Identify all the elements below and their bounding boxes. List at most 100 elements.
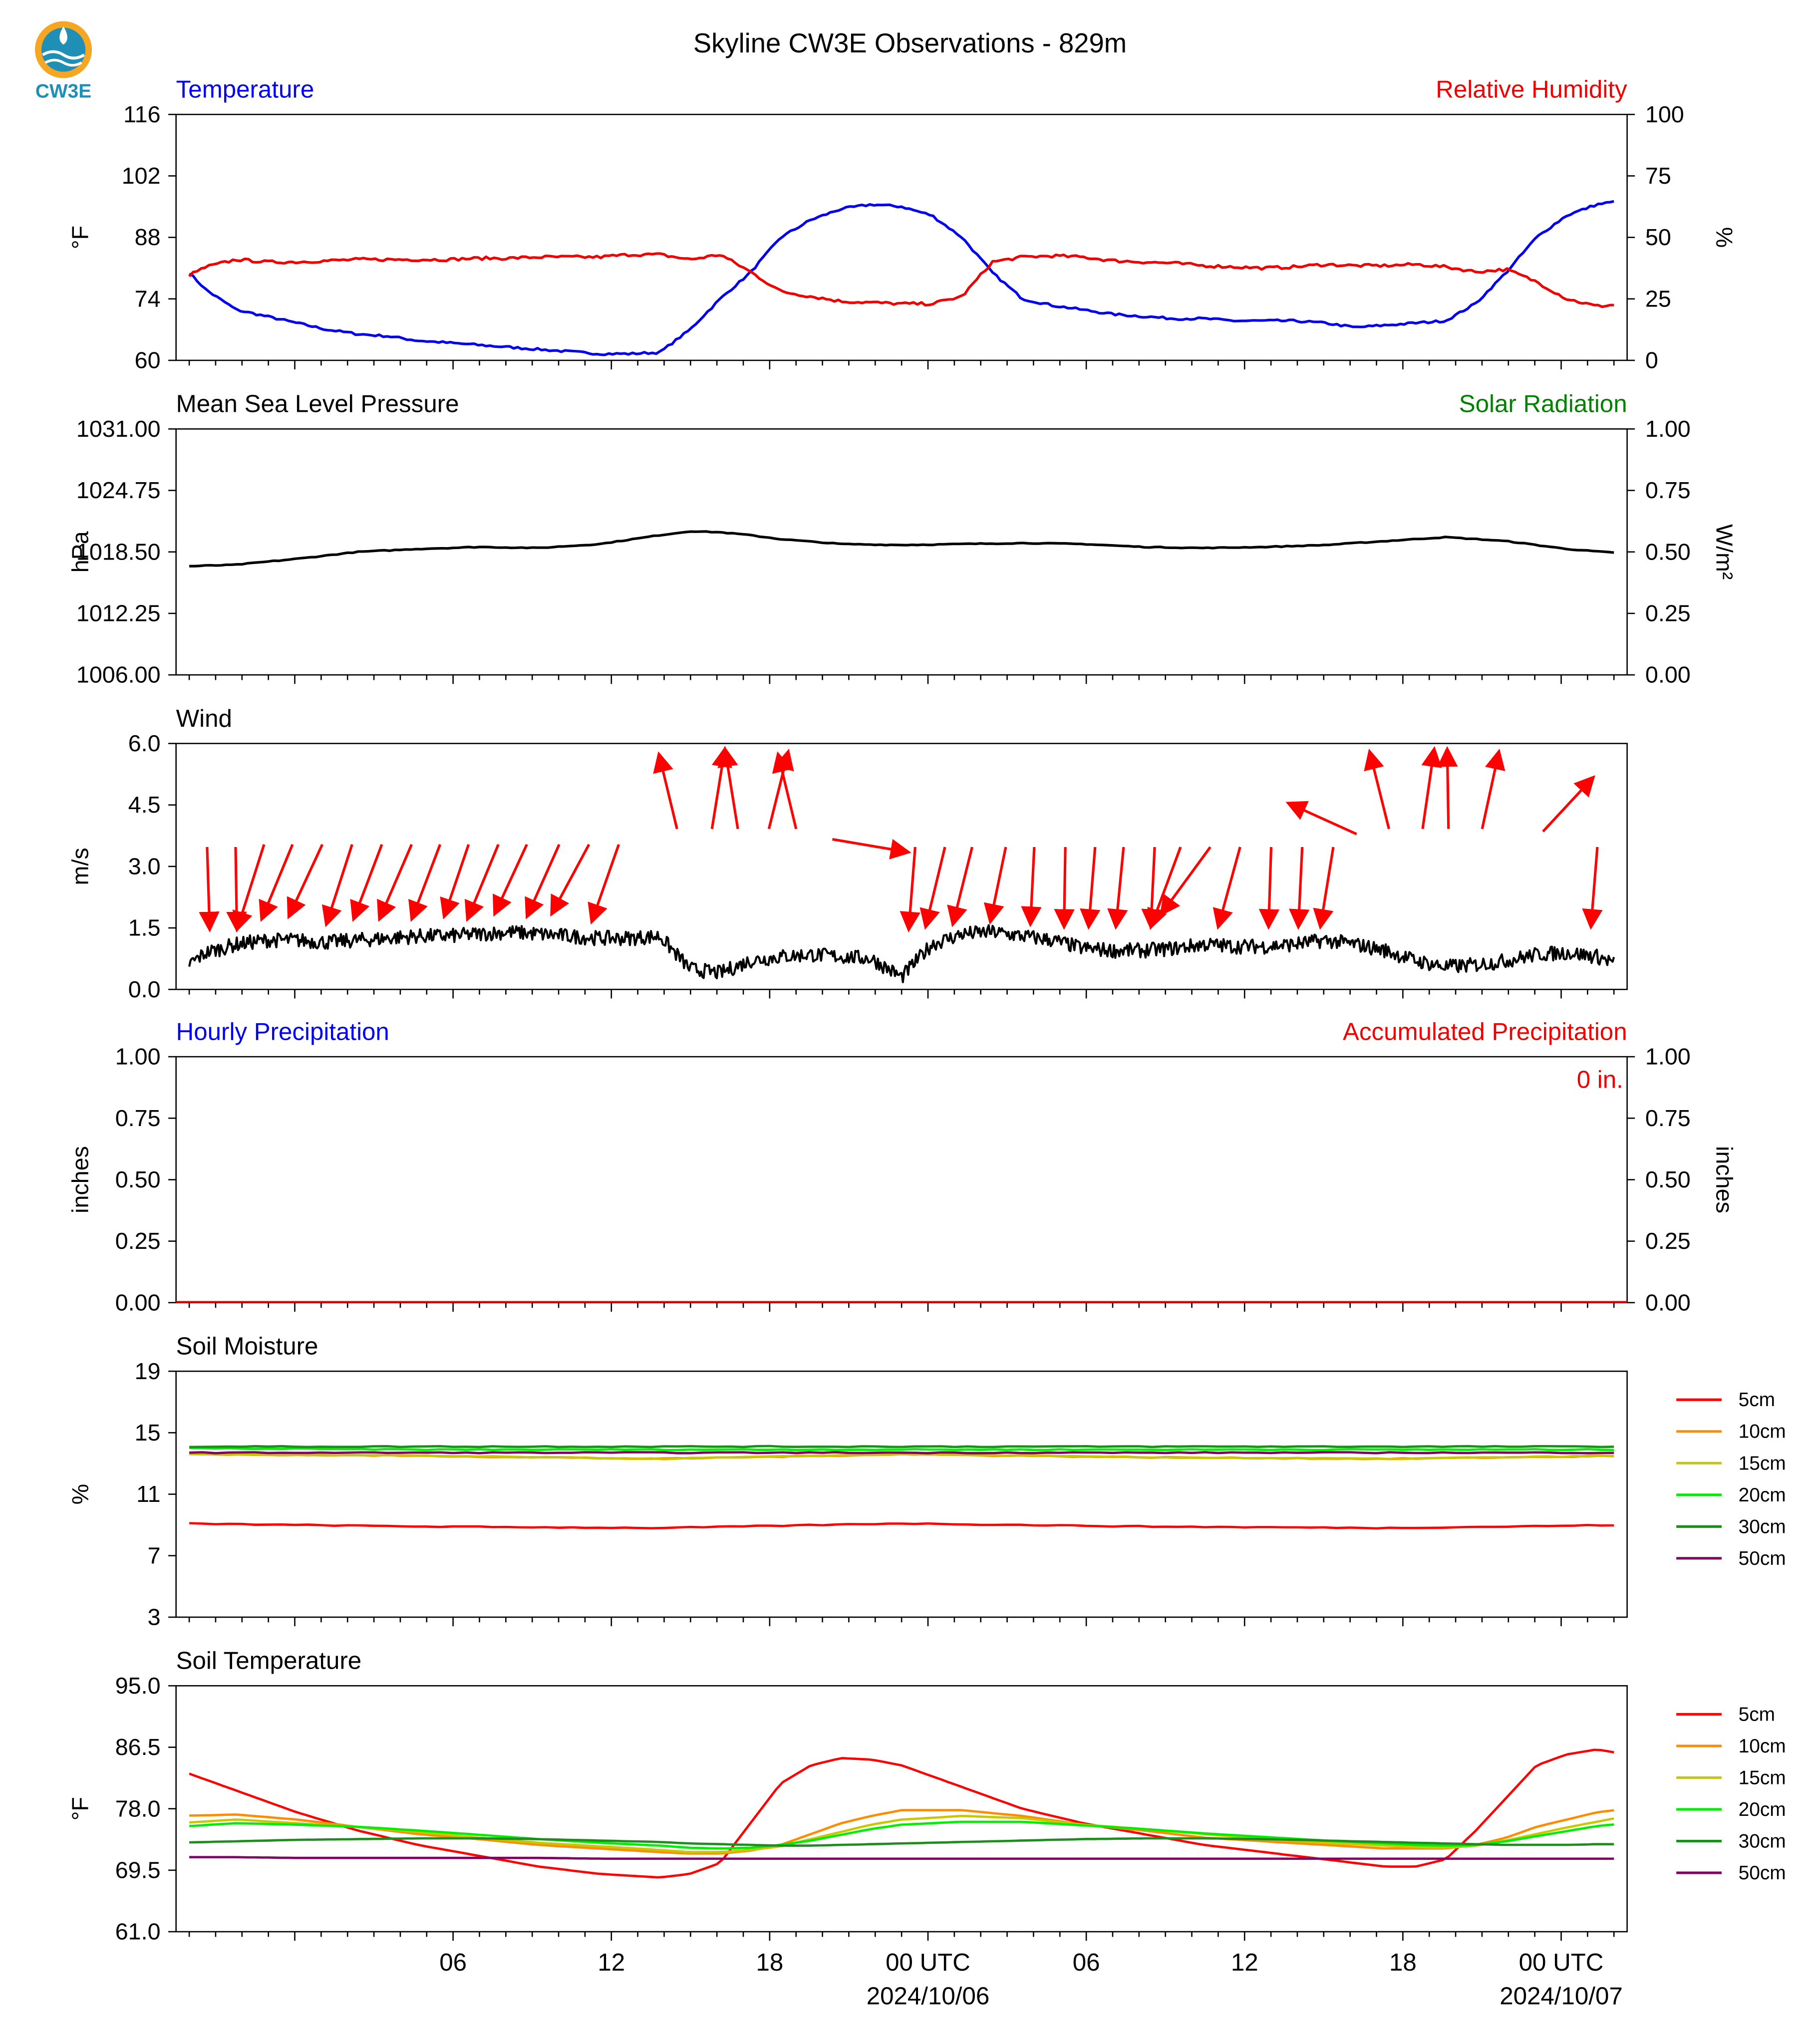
wind-direction-arrow — [1288, 847, 1310, 930]
legend-label-30cm: 30cm — [1739, 1831, 1786, 1852]
x-tick-label: 00 UTC — [1519, 1949, 1604, 1976]
wind-direction-arrow — [1542, 775, 1595, 833]
y-tick-label-right: 1.00 — [1645, 1044, 1691, 1070]
y-tick-label-right: 100 — [1645, 101, 1684, 127]
wind-direction-arrow — [232, 844, 266, 932]
series-line-soil-moisture-5cm — [189, 1522, 1614, 1530]
wind-direction-arrow — [1258, 847, 1280, 930]
y-tick-label-right: 0.50 — [1645, 539, 1691, 565]
plot-border — [175, 428, 1628, 676]
y-axis-label-right: % — [1712, 227, 1738, 248]
plot-border — [175, 1685, 1628, 1933]
legend-label-5cm: 5cm — [1739, 1389, 1775, 1411]
wind-direction-arrow — [900, 847, 920, 933]
wind-direction-arrow — [1107, 847, 1128, 930]
y-tick-label-left: 86.5 — [115, 1734, 161, 1760]
y-tick-label-left: 60 — [135, 347, 161, 373]
y-tick-label-left: 1.00 — [115, 1044, 161, 1070]
y-tick-label-right: 0.75 — [1645, 477, 1691, 503]
wind-direction-arrow — [717, 746, 739, 830]
wind-direction-arrow — [832, 838, 911, 860]
y-tick-label-left: 15 — [135, 1420, 161, 1446]
y-tick-label-right: 0.75 — [1645, 1105, 1691, 1131]
wind-direction-arrow — [1481, 749, 1506, 830]
y-tick-label-right: 50 — [1645, 224, 1671, 250]
plot-border — [175, 1056, 1628, 1304]
y-tick-label-left: 78.0 — [115, 1795, 161, 1821]
y-tick-label-left: 4.5 — [128, 792, 161, 818]
panel-title-wind: Wind — [176, 705, 232, 732]
wind-direction-arrow — [919, 847, 946, 930]
panel-title-humidity: Relative Humidity — [1436, 76, 1627, 103]
series-line-soil-moisture-15cm — [189, 1453, 1614, 1460]
wind-direction-arrow — [550, 844, 591, 917]
y-tick-label-left: 1031.00 — [76, 416, 161, 442]
y-tick-label-left: 0.75 — [115, 1105, 161, 1131]
wind-direction-arrow — [350, 844, 383, 922]
y-tick-label-left: 11 — [136, 1481, 160, 1507]
y-tick-label-right: 75 — [1645, 163, 1671, 189]
series-line-soil-temp-50cm — [189, 1856, 1614, 1860]
legend-label-15cm: 15cm — [1739, 1767, 1786, 1788]
y-tick-label-left: 102 — [122, 163, 161, 189]
y-tick-label-right: 0.00 — [1645, 1289, 1691, 1315]
legend-label-10cm: 10cm — [1739, 1736, 1786, 1757]
y-axis-label-right: inches — [1712, 1146, 1738, 1213]
legend-label-10cm: 10cm — [1739, 1421, 1786, 1443]
wind-direction-arrow — [321, 844, 353, 927]
panel-frame-wind: Wind 6.0 4.5 3.0 1.5 0.0 m/s — [67, 705, 1628, 1002]
wind-direction-arrow — [464, 844, 500, 922]
y-tick-label-left: 1012.25 — [76, 600, 161, 626]
panel-title-temperature: Temperature — [176, 76, 314, 103]
wind-direction-arrow — [1421, 746, 1442, 830]
wind-direction-arrow — [1285, 801, 1357, 836]
wind-direction-arrow — [588, 844, 620, 925]
y-tick-label-left: 116 — [123, 101, 160, 127]
wind-direction-arrow — [377, 844, 413, 922]
panel-title-soil-moisture: Soil Moisture — [176, 1333, 318, 1360]
wind-direction-arrow — [1054, 847, 1075, 930]
wind-direction-arrow — [1213, 847, 1241, 930]
wind-direction-arrow — [772, 751, 798, 830]
series-line-soil-moisture-50cm — [189, 1451, 1614, 1454]
wind-direction-arrow — [226, 847, 247, 933]
wind-direction-arrow — [1437, 746, 1458, 829]
y-tick-label-left: 3.0 — [128, 853, 161, 879]
legend-label-20cm: 20cm — [1739, 1799, 1786, 1820]
panel-frame-temperature: Temperature Relative Humidity 116 102 88 74 60… — [67, 76, 1737, 373]
series-line-pressure — [189, 530, 1614, 568]
y-tick-label-left: 1.5 — [128, 915, 161, 941]
y-tick-label-right: 1.00 — [1645, 416, 1691, 442]
y-tick-label-right: 0.25 — [1645, 600, 1691, 626]
wind-direction-arrow — [525, 844, 561, 919]
legend-label-15cm: 15cm — [1739, 1452, 1786, 1474]
page-title: Skyline CW3E Observations - 829m — [693, 28, 1127, 58]
y-tick-label-left: 95.0 — [115, 1673, 161, 1699]
panel-title-accum-precip: Accumulated Precipitation — [1343, 1018, 1627, 1045]
y-tick-label-left: 61.0 — [115, 1919, 161, 1945]
y-axis-label-right: W/m² — [1712, 524, 1738, 579]
plot-border — [175, 1370, 1628, 1618]
wind-direction-arrow — [1160, 846, 1212, 917]
series-line-soil-temp-15cm — [189, 1814, 1614, 1853]
wind-direction-arrow — [983, 847, 1007, 925]
series-line-soil-temp-5cm — [189, 1748, 1614, 1879]
wind-direction-arrow — [1021, 847, 1042, 927]
legend-label-5cm: 5cm — [1739, 1704, 1775, 1725]
y-tick-label-left: 7 — [148, 1542, 161, 1568]
wind-direction-arrow — [710, 746, 732, 830]
x-date-label: 2024/10/07 — [1500, 1982, 1623, 2010]
y-tick-label-left: 0.0 — [128, 976, 161, 1002]
y-tick-label-left: 19 — [135, 1358, 161, 1384]
panels: Temperature Relative Humidity 116 102 88 74 60… — [67, 76, 1786, 2010]
y-axis-label-left: inches — [67, 1146, 93, 1213]
logo-wave-icon-2 — [44, 58, 82, 67]
panel-title-pressure: Mean Sea Level Pressure — [176, 390, 459, 418]
panel-frame-pressure: Mean Sea Level Pressure Solar Radiation 10… — [67, 390, 1737, 688]
panel-title-soil-temp: Soil Temperature — [176, 1647, 362, 1675]
legend-label-20cm: 20cm — [1739, 1484, 1786, 1506]
series-line-soil-temp-30cm — [189, 1837, 1614, 1847]
y-tick-label-left: 69.5 — [115, 1857, 161, 1883]
y-tick-label-right: 0 — [1645, 347, 1658, 373]
